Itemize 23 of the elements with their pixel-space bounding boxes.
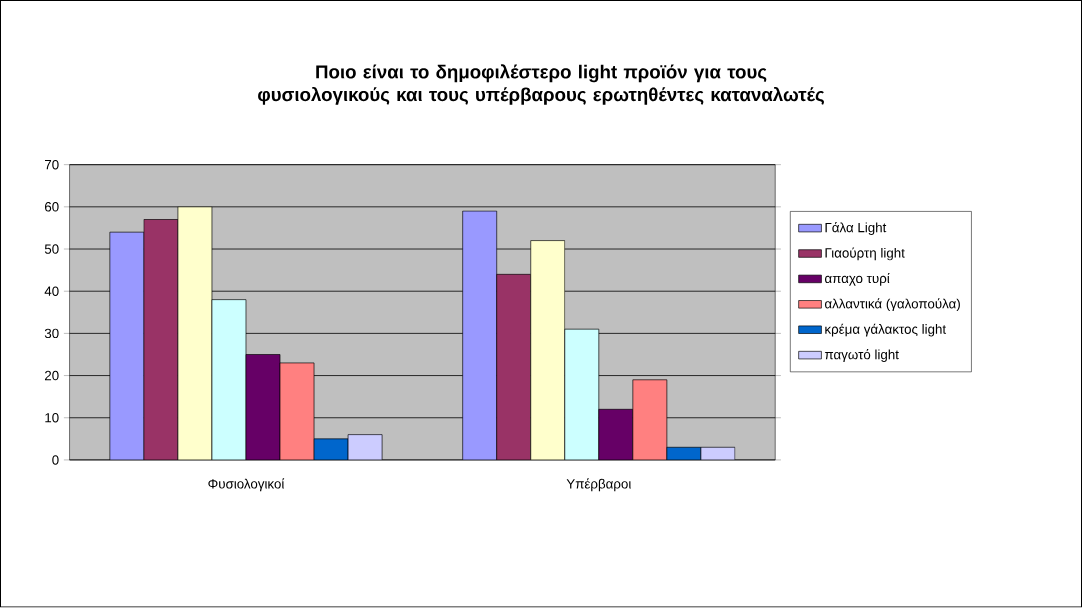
y-tick-label: 70 — [45, 160, 59, 170]
bar — [279, 362, 315, 461]
x-tick-label: Φυσιολογικοί — [208, 478, 285, 492]
y-tick-label: 40 — [44, 286, 59, 297]
y-tick-label: 30 — [44, 328, 59, 339]
chart-title: Ποιο είναι το δημοφιλέστερο light προϊόν για τους φυσιολογικούς και τους υπέρβαρους ερωτηθέντες καταναλωτές — [258, 64, 824, 106]
y-tick-label: 20 — [44, 371, 59, 381]
x-tick-label: Υπέρβαροι — [566, 478, 631, 492]
legend-label: κρέμα γάλακτος light — [825, 323, 947, 337]
bar — [632, 379, 668, 461]
bar — [211, 299, 247, 461]
legend-label: αλλαντικά (γαλοπούλα) — [825, 298, 960, 312]
y-tick-label: 50 — [44, 244, 59, 254]
y-tick-label: 0 — [52, 455, 59, 465]
bar — [564, 329, 600, 461]
legend-label: παγωτό light — [824, 349, 899, 363]
legend-label: απαχο τυρί — [825, 273, 890, 286]
bar — [462, 210, 498, 461]
legend-label: Γάλα Light — [825, 222, 887, 236]
bar — [109, 232, 145, 461]
y-tick-label: 10 — [45, 413, 59, 423]
legend-label: Γιαούρτη light — [825, 247, 905, 261]
y-tick-label: 60 — [44, 202, 59, 212]
